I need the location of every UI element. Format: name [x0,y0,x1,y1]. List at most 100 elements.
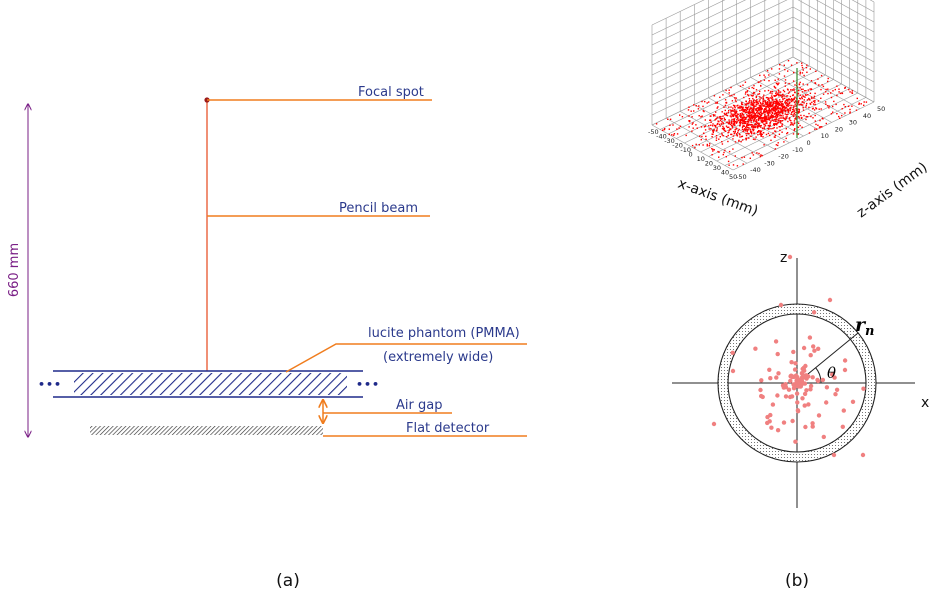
scatter-point [807,89,809,91]
scatter-point [770,110,772,112]
scatter-point [751,103,754,106]
scatter-point [756,115,759,118]
wall-grid-line [792,6,875,53]
scatter-point [810,80,813,82]
scatter-point [788,98,790,100]
scatter-point [771,112,774,114]
scatter-point [746,121,749,123]
scatter-point [752,107,754,109]
scatter-point [781,111,783,113]
scatter-point [732,130,735,133]
scatter-point [802,109,805,111]
scatter-point [810,115,812,118]
scatter-point [793,105,795,107]
scatter-point [832,90,834,92]
wall-grid-line [651,0,746,46]
scatter-point [805,118,807,121]
scatter-point [756,101,759,103]
scatter-point [758,122,760,125]
scatter-point [673,134,675,136]
scatter-point [733,121,736,124]
scatter-point [755,116,757,118]
scatter-point [763,123,765,125]
scatter-point [679,114,681,116]
scatter-point [793,101,796,103]
polar-point [824,385,830,390]
z-tick-label: 30 [849,119,857,127]
scatter-point [798,100,800,102]
scatter-point [751,95,753,97]
scatter-point [722,122,725,125]
scatter-point [776,127,778,129]
scatter-point [787,111,790,113]
scatter-point [793,128,796,131]
scatter-point [810,88,812,90]
scatter-point [834,88,836,91]
scatter-point [757,107,759,109]
scatter-point [728,110,730,112]
scatter-point [713,130,715,132]
scatter-point [797,108,799,110]
scatter-point [724,113,727,116]
scatter-point [698,115,700,117]
scatter-point [742,130,744,133]
scatter-point [728,122,730,124]
scatter-point [832,111,834,113]
scatter-point [775,117,777,119]
scatter-point [764,90,766,92]
scatter-point [761,120,763,122]
scatter-point [734,130,736,133]
scatter-point [748,114,750,117]
scatter-point [735,112,738,114]
scatter-point [710,115,712,117]
scatter-point [775,144,778,146]
scatter-point [723,151,725,154]
scatter-point [851,105,853,107]
scatter-point [779,115,781,117]
scatter-point [783,95,785,97]
polar-point [842,367,848,373]
polar-point [802,403,807,408]
scatter-point [782,115,784,117]
scatter-point [764,117,767,119]
scatter-point [783,90,786,93]
scatter-point [762,117,764,120]
scatter-point [821,126,823,128]
scatter-point [728,129,730,132]
scatter-point [757,93,759,95]
scatter-point [778,103,781,106]
scatter-point [735,100,737,103]
scatter-point [774,112,776,115]
scatter-point [787,89,789,91]
polar-point [758,387,763,393]
scatter-point [688,120,690,122]
scatter-point [777,94,779,96]
scatter-point [734,155,736,157]
scatter-point [763,144,765,146]
scatter-point [760,114,763,117]
scatter-point [830,96,833,99]
detector-ring-band [718,304,876,462]
scatter-point [734,124,736,126]
scatter-point [773,102,775,104]
scatter-point [763,110,765,113]
scatter-point [741,135,744,137]
scatter-point [801,126,803,128]
flat-detector-label: Flat detector [406,421,490,436]
scatter-point [681,116,684,118]
scatter-point [767,102,769,105]
scatter-point [727,140,729,143]
scatter-point [768,107,771,109]
scatter-point [763,111,765,114]
scatter-point [802,69,804,71]
scatter-point [715,130,718,132]
scatter-point [730,124,733,127]
scatter-point [770,90,772,93]
scatter-point [798,89,800,92]
scatter-point [775,112,777,114]
scatter-point [744,109,746,111]
scatter-point [727,134,729,137]
scatter-point [749,114,751,116]
scatter-point [773,95,775,97]
scatter-point [712,150,714,152]
